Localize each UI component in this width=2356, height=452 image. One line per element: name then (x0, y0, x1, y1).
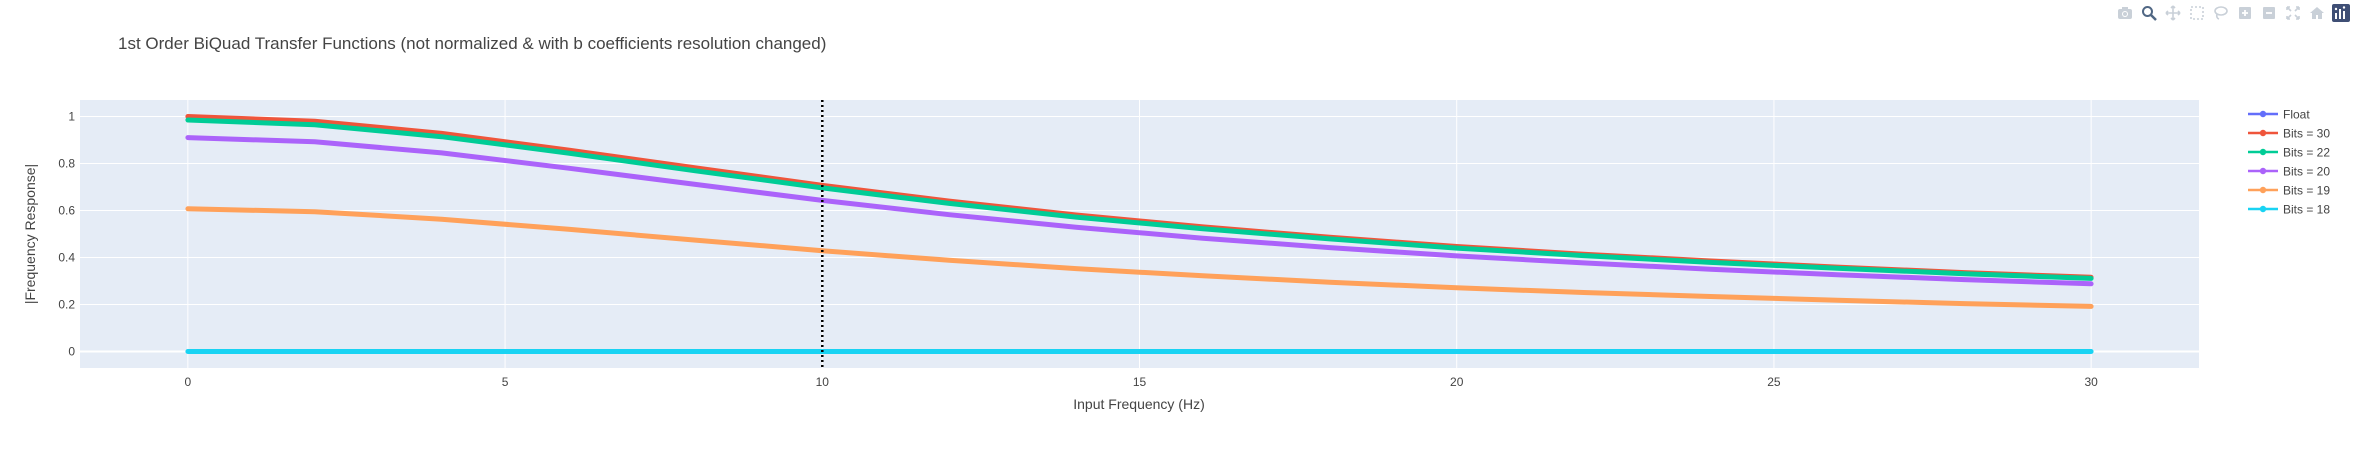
legend-item[interactable]: Bits = 22 (2248, 146, 2330, 160)
zoom-out-icon[interactable] (2258, 2, 2280, 24)
legend-swatch-marker (2259, 167, 2267, 175)
y-tick-label: 0.6 (58, 203, 75, 217)
lasso-select-icon[interactable] (2210, 2, 2232, 24)
camera-icon[interactable] (2114, 2, 2136, 24)
legend-label: Float (2283, 108, 2310, 122)
legend-item[interactable]: Float (2248, 108, 2310, 122)
pan-icon[interactable] (2162, 2, 2184, 24)
plotly-logo-icon[interactable] (2330, 2, 2352, 24)
tick-layer: 00.20.40.60.810 5 10 15 20 25 30 (58, 109, 2098, 389)
x-tick-label: 15 (1133, 375, 1147, 389)
y-tick-label: 1 (68, 109, 75, 123)
legend-swatch-marker (2259, 148, 2267, 156)
legend-label: Bits = 20 (2283, 165, 2330, 179)
y-axis-title: |Frequency Response| (22, 164, 38, 304)
legend-item[interactable]: Bits = 19 (2248, 184, 2330, 198)
reset-axes-icon[interactable] (2306, 2, 2328, 24)
zoom-in-icon[interactable] (2234, 2, 2256, 24)
legend-swatch-marker (2259, 205, 2267, 213)
legend: Float Bits = 30 Bits = 22 Bits = 20 Bits = 1… (2248, 108, 2330, 217)
legend-label: Bits = 22 (2283, 146, 2330, 160)
legend-label: Bits = 19 (2283, 184, 2330, 198)
chart-title: 1st Order BiQuad Transfer Functions (not… (118, 34, 826, 53)
series-line-bits-22[interactable] (185, 117, 2094, 281)
legend-item[interactable]: Bits = 30 (2248, 127, 2330, 141)
legend-item[interactable]: Bits = 18 (2248, 203, 2330, 217)
legend-label: Bits = 30 (2283, 127, 2330, 141)
modebar (2114, 2, 2352, 24)
y-tick-label: 0.8 (58, 156, 75, 170)
x-tick-label: 10 (816, 375, 830, 389)
x-tick-label: 30 (2084, 375, 2098, 389)
legend-swatch-marker (2259, 110, 2267, 118)
x-axis-title: Input Frequency (Hz) (1073, 396, 1205, 412)
zoom-icon[interactable] (2138, 2, 2160, 24)
y-tick-label: 0 (68, 345, 75, 359)
legend-item[interactable]: Bits = 20 (2248, 165, 2330, 179)
series-line-bits-19[interactable] (185, 206, 2094, 309)
x-tick-label: 0 (185, 375, 192, 389)
autoscale-icon[interactable] (2282, 2, 2304, 24)
y-tick-label: 0.2 (58, 298, 75, 312)
series-line-bits-20[interactable] (185, 135, 2094, 287)
legend-label: Bits = 18 (2283, 203, 2330, 217)
legend-swatch-marker (2259, 129, 2267, 137)
x-tick-label: 25 (1767, 375, 1781, 389)
x-tick-label: 20 (1450, 375, 1464, 389)
legend-swatch-marker (2259, 186, 2267, 194)
x-tick-label: 5 (502, 375, 509, 389)
series-layer (185, 114, 2094, 354)
box-select-icon[interactable] (2186, 2, 2208, 24)
y-tick-label: 0.4 (58, 251, 75, 265)
